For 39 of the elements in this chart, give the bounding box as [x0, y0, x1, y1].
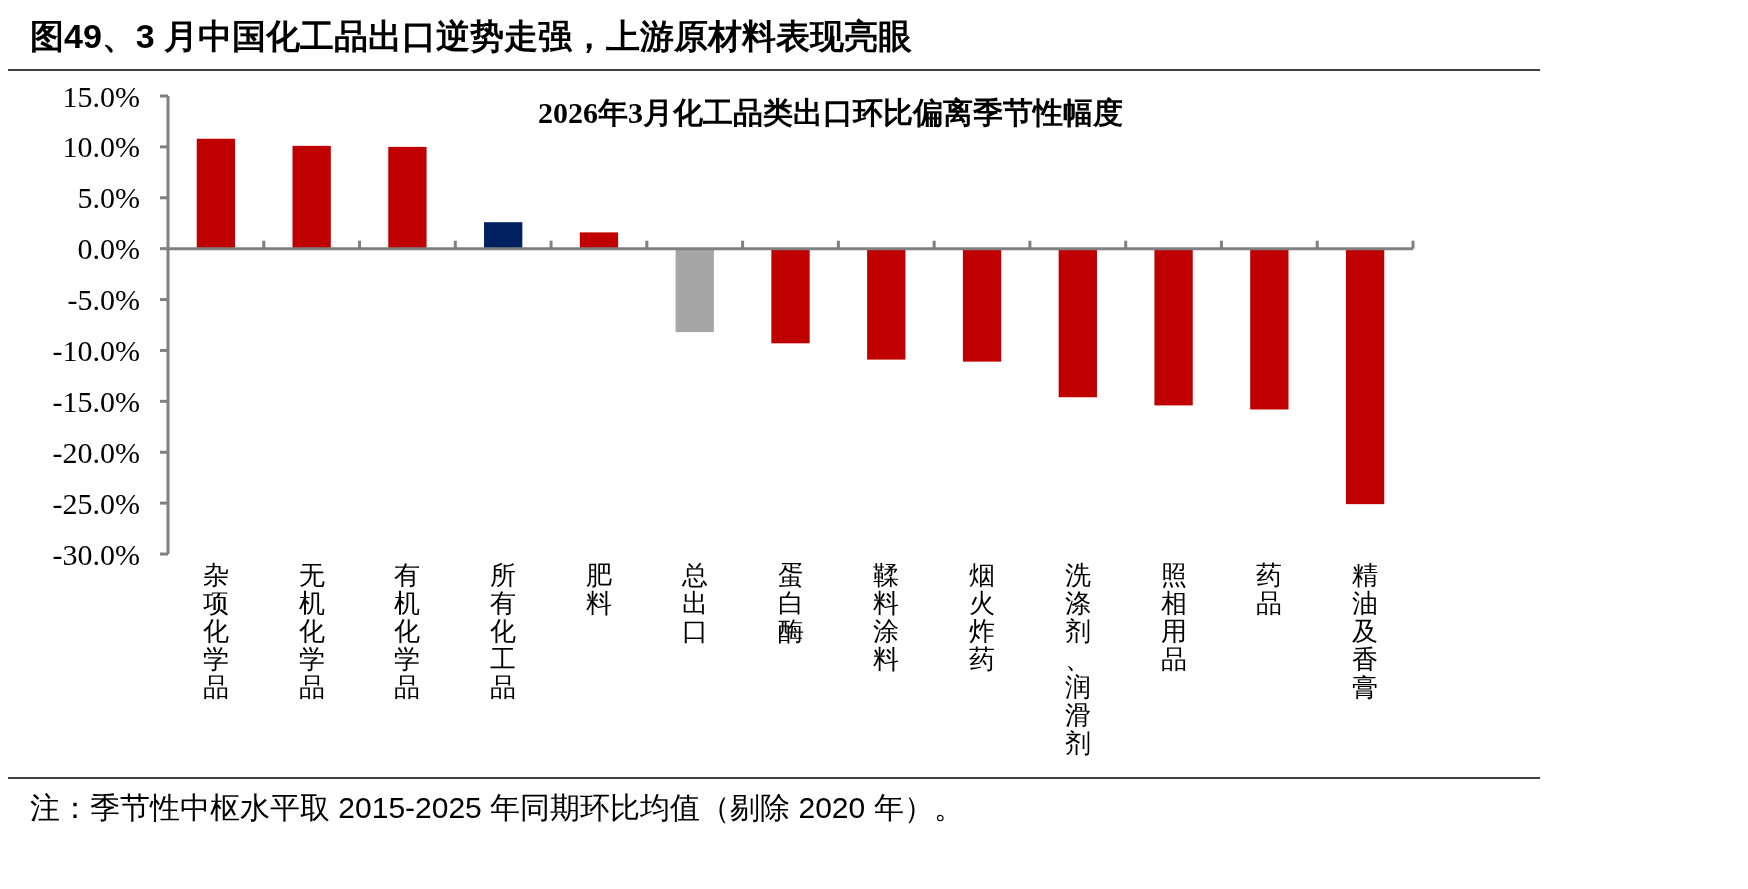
x-tick-label: 所有化工品 — [490, 561, 517, 702]
y-tick-label: 15.0% — [62, 79, 140, 113]
y-tick-label: -30.0% — [52, 537, 140, 571]
bar — [1345, 248, 1385, 505]
x-tick-label: 洗涤剂、润滑剂 — [1064, 561, 1091, 758]
x-tick-label: 照相用品 — [1160, 561, 1187, 674]
bar — [292, 145, 331, 249]
y-tick-label: -5.0% — [67, 283, 140, 317]
y-tick-label: -10.0% — [52, 333, 140, 367]
bar — [388, 146, 427, 249]
y-tick-label: 0.0% — [77, 232, 140, 266]
chart-title: 图49、3 月中国化工品出口逆势走强，上游原材料表现亮眼 — [30, 17, 913, 55]
bar — [675, 248, 714, 333]
x-tick-label: 总出口 — [680, 561, 708, 646]
bar — [962, 248, 1002, 362]
y-tick-label: 5.0% — [77, 181, 140, 215]
x-tick-label: 烟火炸药 — [969, 561, 996, 674]
y-tick-label: -25.0% — [52, 486, 140, 520]
bar — [579, 232, 619, 249]
bar — [867, 248, 906, 360]
x-tick-label: 有机化学品 — [394, 561, 421, 702]
bar — [484, 222, 523, 249]
bar — [1250, 248, 1289, 410]
y-tick-label: -15.0% — [52, 384, 140, 418]
y-tick-label: 10.0% — [62, 130, 140, 164]
bar — [771, 248, 810, 344]
x-tick-label: 鞣料涂料 — [873, 561, 900, 674]
chart-subtitle: 2026年3月化工品类出口环比偏离季节性幅度 — [538, 96, 1123, 129]
x-tick-label: 精油及香膏 — [1352, 561, 1379, 702]
y-tick-label: -20.0% — [52, 435, 140, 469]
bar — [196, 138, 236, 249]
bar — [1154, 248, 1193, 406]
x-tick-label: 杂项化学品 — [202, 561, 229, 702]
bar — [1058, 248, 1097, 398]
x-tick-label: 药品 — [1256, 561, 1283, 618]
x-tick-label: 蛋白酶 — [777, 561, 804, 646]
x-tick-label: 无机化学品 — [298, 561, 325, 702]
x-tick-label: 肥料 — [585, 561, 612, 618]
text: 注：季节性中枢水平取 2015-2025 年同期环比均值（剔除 2020 年）。 — [30, 791, 964, 824]
